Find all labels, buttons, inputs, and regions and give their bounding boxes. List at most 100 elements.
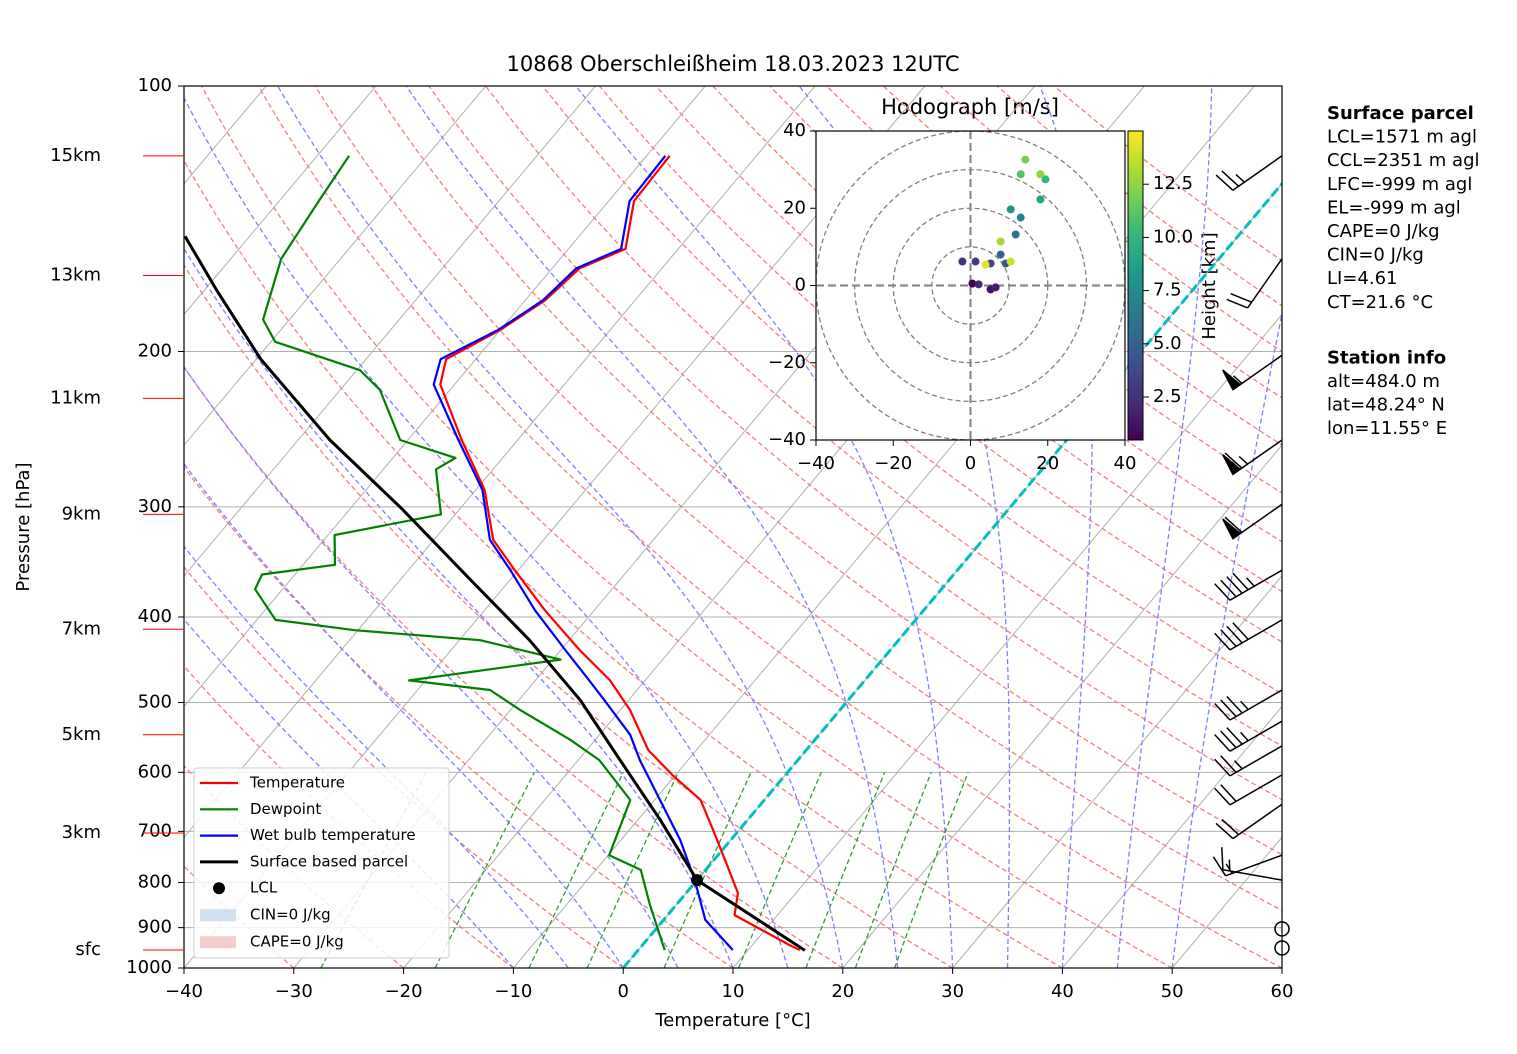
moist-adiabat xyxy=(1171,310,1282,968)
wind-barb xyxy=(1215,155,1283,191)
hodograph-area xyxy=(816,131,1125,440)
colorbar-tick-label: 2.5 xyxy=(1153,386,1182,407)
height-tick-label: sfc xyxy=(75,939,101,960)
mixing-ratio-line xyxy=(805,772,886,968)
legend-swatch xyxy=(213,882,225,895)
hodograph-y-tick-label: 40 xyxy=(783,120,806,141)
legend-label: CIN=0 J/kg xyxy=(250,906,331,924)
wind-barb xyxy=(1221,847,1283,881)
info-heading: Station info xyxy=(1327,347,1446,368)
dry-adiabat xyxy=(428,86,1282,801)
hodograph-point xyxy=(1021,155,1030,164)
isotherm xyxy=(842,444,1282,968)
info-line: CCL=2351 m agl xyxy=(1327,150,1480,171)
hodograph-point xyxy=(958,257,967,266)
x-tick-label: 60 xyxy=(1271,981,1294,1002)
mixing-ratio-line xyxy=(893,772,969,968)
mixing-ratio-line xyxy=(528,772,624,968)
isotherm xyxy=(952,575,1282,968)
hodograph-point xyxy=(974,280,983,289)
mixing-ratio-line xyxy=(663,772,752,968)
legend-label: Temperature xyxy=(249,774,345,792)
legend: Temperature Dewpoint Wet bulb temperature S… xyxy=(193,767,450,959)
height-tick-label: 3km xyxy=(62,822,101,843)
wind-barb xyxy=(1214,619,1283,651)
hodograph-x-tick-label: 20 xyxy=(1036,453,1059,474)
isotherm xyxy=(732,313,1282,968)
legend-label: LCL xyxy=(250,879,278,897)
wind-calm xyxy=(1274,940,1290,956)
wind-calm xyxy=(1274,921,1290,937)
dry-adiabat xyxy=(184,159,1063,968)
moist-adiabat xyxy=(277,86,844,968)
hodograph-point xyxy=(991,283,1000,292)
mixing-ratio-line xyxy=(586,772,679,968)
hodograph-point xyxy=(1041,175,1050,184)
info-line: lat=48.24° N xyxy=(1327,395,1445,416)
mixing-ratio-line xyxy=(737,772,822,968)
legend-box xyxy=(193,767,450,959)
height-tick-label: 11km xyxy=(50,387,101,408)
x-tick-label: 0 xyxy=(617,981,628,1002)
hodograph-point xyxy=(1016,213,1025,222)
profile-line xyxy=(184,235,806,952)
colorbar xyxy=(1127,130,1144,441)
hodograph-x-tick-label: 40 xyxy=(1114,453,1137,474)
colorbar-tick-label: 5.0 xyxy=(1153,333,1182,354)
x-tick-label: 40 xyxy=(1051,981,1074,1002)
wind-barb xyxy=(1214,720,1283,752)
x-axis-label: Temperature [°C] xyxy=(654,1010,810,1031)
hodograph-point xyxy=(1036,170,1045,179)
hodograph-point xyxy=(971,257,980,266)
x-tick-label: −40 xyxy=(165,981,203,1002)
hodograph-point xyxy=(996,237,1005,246)
dry-adiabat xyxy=(314,86,1282,912)
isotherm xyxy=(184,86,487,446)
hodograph-point xyxy=(981,260,990,269)
y-tick-label: 100 xyxy=(138,75,172,96)
info-line: LFC=-999 m agl xyxy=(1327,174,1472,195)
hodograph-point xyxy=(1036,195,1045,204)
dry-adiabat xyxy=(184,366,844,968)
height-tick-label: 15km xyxy=(50,145,101,166)
info-line: lon=11.55° E xyxy=(1327,418,1447,439)
dry-adiabat xyxy=(769,86,1282,494)
colorbar-tick-label: 7.5 xyxy=(1153,280,1182,301)
isotherm xyxy=(184,86,377,316)
moist-adiabat xyxy=(184,96,789,968)
moist-adiabat xyxy=(184,462,624,968)
y-tick-label: 600 xyxy=(138,761,172,782)
info-line: LI=4.61 xyxy=(1327,268,1398,289)
height-tick-label: 13km xyxy=(50,264,101,285)
hodograph-point xyxy=(1011,230,1020,239)
y-tick-label: 1000 xyxy=(126,957,172,978)
info-heading: Surface parcel xyxy=(1327,103,1474,124)
hodograph-x-tick-label: −20 xyxy=(874,453,912,474)
y-tick-label: 500 xyxy=(138,691,172,712)
chart-title: 10868 Oberschleißheim 18.03.2023 12UTC xyxy=(507,52,960,76)
hodograph-point xyxy=(1006,257,1015,266)
wind-barb xyxy=(1212,854,1283,877)
x-tick-label: 30 xyxy=(941,981,964,1002)
isotherm xyxy=(1062,705,1282,968)
wind-barb xyxy=(1226,258,1283,309)
info-line: alt=484.0 m xyxy=(1327,371,1440,392)
y-tick-label: 800 xyxy=(138,872,172,893)
hodograph-title: Hodograph [m/s] xyxy=(881,95,1059,119)
dry-adiabat xyxy=(826,86,1282,446)
wind-barb xyxy=(1222,354,1283,391)
height-tick-label: 9km xyxy=(62,503,101,524)
colorbar-tick-label: 10.0 xyxy=(1153,226,1193,247)
dry-adiabat xyxy=(184,264,953,968)
dry-adiabat xyxy=(184,466,734,968)
y-axis-label: Pressure [hPa] xyxy=(13,462,34,591)
legend-label: Surface based parcel xyxy=(250,852,408,870)
y-tick-label: 900 xyxy=(138,917,172,938)
wind-barb xyxy=(1222,503,1283,540)
info-line: EL=-999 m agl xyxy=(1327,197,1461,218)
hodograph-point xyxy=(1016,170,1025,179)
height-tick-label: 7km xyxy=(62,618,101,639)
wind-barb xyxy=(1222,439,1283,476)
wind-barb xyxy=(1215,803,1283,840)
